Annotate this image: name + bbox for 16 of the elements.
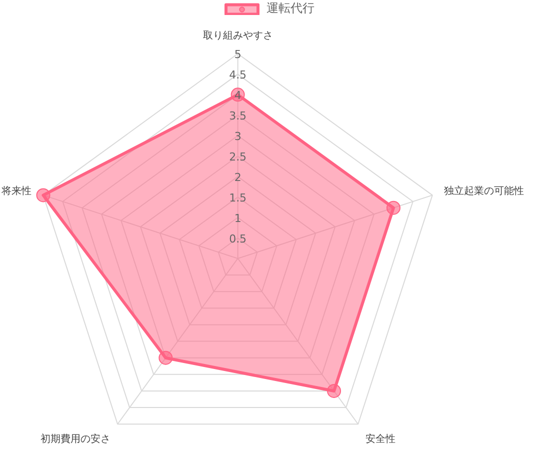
y-tick-label: 5: [234, 48, 242, 62]
spoke-label: 初期費用の安さ: [40, 433, 110, 446]
y-tick-label: 4: [234, 89, 242, 102]
y-tick-label: 2: [234, 171, 242, 184]
y-tick-label: 2.5: [229, 150, 247, 164]
y-tick-label: 3.5: [229, 110, 247, 123]
y-tick-label: 3: [234, 130, 242, 144]
spoke-label: 安全性: [365, 433, 396, 446]
spoke-label: 独立起業の可能性: [444, 184, 524, 197]
spoke-label: 取り組みやすさ: [202, 30, 273, 42]
spoke-label: 将来性: [0, 184, 32, 197]
y-tick-label: 1.5: [229, 192, 247, 205]
y-tick-label: 1: [234, 212, 242, 226]
y-tick-label: 0.5: [229, 232, 247, 246]
legend-label: 運転代行: [266, 0, 314, 17]
y-tick-label: 4.5: [229, 68, 247, 82]
